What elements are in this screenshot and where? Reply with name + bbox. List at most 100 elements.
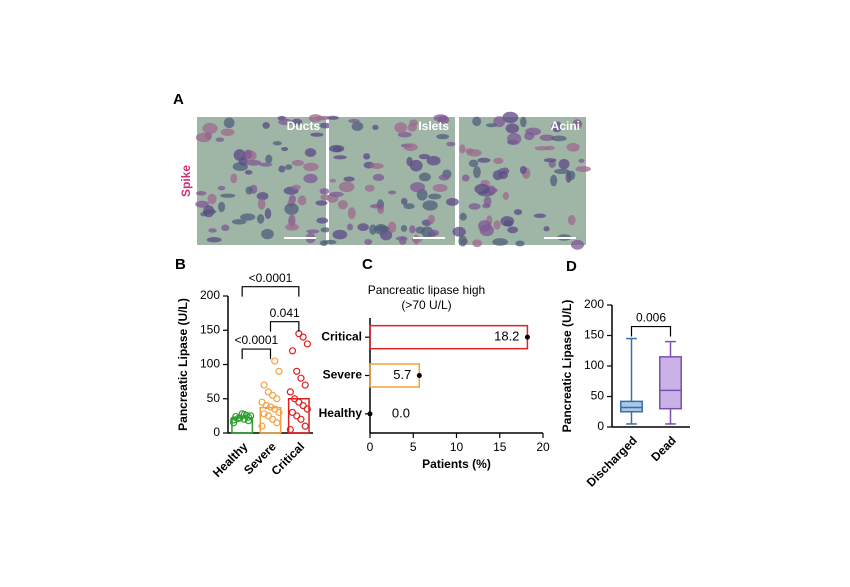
data-point [273,395,281,403]
data-point [293,412,301,420]
cell [364,238,373,245]
data-point [286,388,294,396]
data-point [234,415,242,423]
bar [259,406,282,434]
cell [432,183,448,193]
cell [217,201,226,213]
data-point [297,415,305,423]
cell [257,198,266,210]
cell [278,118,293,126]
cell [357,223,369,231]
cell [308,114,323,123]
cell [566,142,580,152]
cell [433,114,448,122]
data-point [271,357,279,365]
cell [338,181,355,193]
y-tick-label: 200 [584,297,604,311]
cell [472,116,482,127]
cell [550,174,558,187]
value-label: 18.2 [494,329,519,344]
value-label: 0.0 [392,405,410,420]
cell [407,122,417,132]
data-point [297,374,305,382]
cell [409,159,423,172]
cell [551,121,563,133]
cell [519,165,527,175]
cell [246,159,262,166]
cell [515,240,525,247]
cell [372,173,385,182]
cell [303,162,319,172]
box [620,400,643,413]
cell [468,159,479,168]
cell [256,192,269,201]
image-label: Acini [551,119,580,133]
cell [400,197,408,205]
cell [244,169,253,175]
cell [418,172,431,182]
histology-image: Islets [323,114,459,245]
cell [498,171,508,180]
cell [394,122,408,133]
data-point [240,410,248,419]
chart-subtitle: (>70 U/L) [401,298,451,312]
cell [245,186,253,195]
significance-bracket [241,348,272,360]
cell [320,227,331,233]
data-point [293,367,301,375]
cell [333,155,347,160]
cell [220,193,236,198]
cell [543,226,550,232]
y-axis-label: Pancreatic Lipase (U/L) [560,300,574,433]
cell [485,123,498,128]
cell [492,238,509,246]
cell [458,235,468,247]
cell [400,225,408,232]
y-tick-label: 150 [200,322,220,336]
cell [278,165,286,173]
value-label: 5.7 [393,367,411,382]
panel-label: D [566,258,577,275]
cell [438,174,450,181]
cell [409,225,416,234]
x-tick-label: 20 [536,440,550,454]
data-point [264,412,272,420]
data-point [288,408,297,417]
cell [459,212,467,221]
cell [428,193,442,200]
cell [291,159,304,166]
cell [452,226,466,237]
data-point [301,422,309,430]
cell [346,223,354,231]
data-point [258,422,266,430]
cell [503,220,514,227]
cell [262,121,270,129]
cell [303,173,318,184]
cell [493,220,501,230]
data-point [273,419,281,427]
cell [261,228,274,240]
y-tick-label: 150 [584,328,604,342]
cell [539,134,555,141]
y-tick-label: Severe [323,368,363,382]
data-point [290,395,299,403]
cell [291,118,303,126]
cell [319,188,330,195]
panel-label: C [362,256,373,273]
cell [202,122,218,134]
data-point [230,419,238,427]
data-point [269,391,277,399]
y-tick-label: 0 [597,419,604,433]
significance-bracket [269,321,300,332]
cell [259,162,273,167]
data-point [303,340,311,348]
cell [323,239,337,245]
cell [315,200,328,206]
cell [206,237,222,243]
data-point [286,425,294,434]
cell [304,148,317,157]
cell [347,207,356,220]
